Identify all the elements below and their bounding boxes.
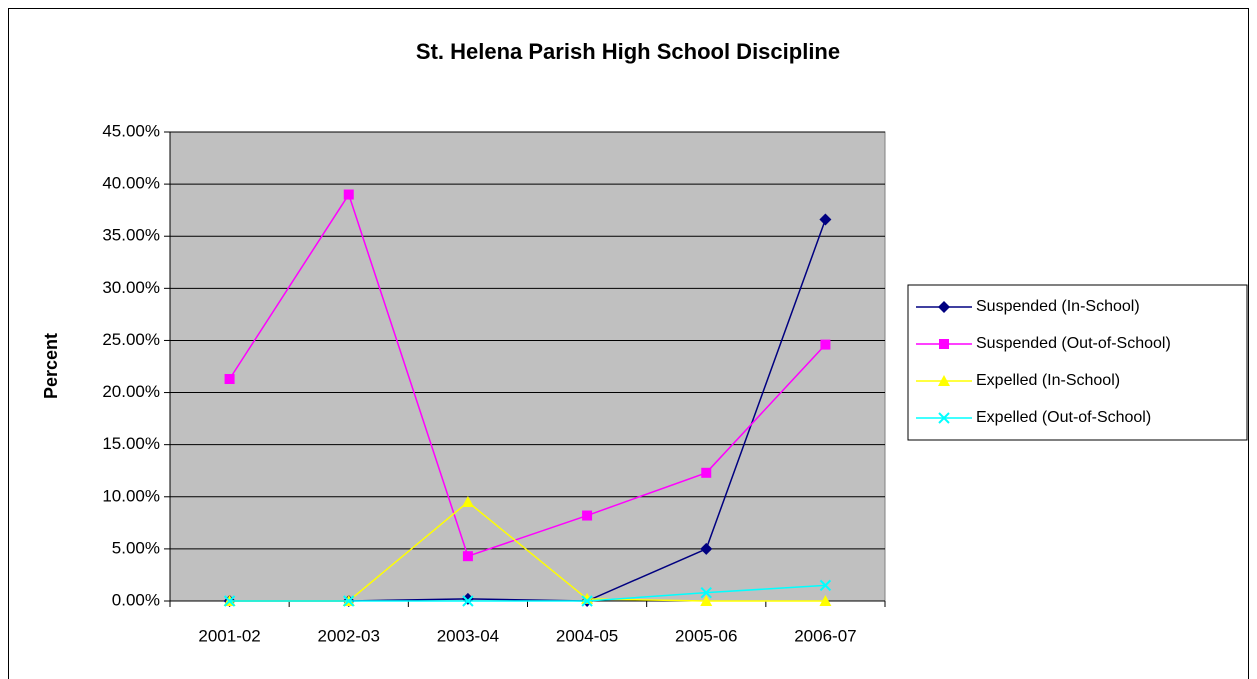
y-tick-label: 0.00%	[112, 590, 160, 609]
chart-title: St. Helena Parish High School Discipline	[416, 39, 840, 64]
x-tick-label: 2004-05	[556, 626, 618, 645]
x-tick-label: 2002-03	[318, 626, 380, 645]
marker	[700, 586, 712, 599]
y-tick-label: 5.00%	[112, 538, 160, 557]
marker	[938, 412, 950, 424]
marker	[343, 595, 355, 607]
marker	[938, 301, 950, 313]
marker	[700, 542, 713, 555]
marker	[701, 467, 712, 478]
marker	[343, 189, 354, 200]
x-tick-label: 2005-06	[675, 626, 737, 645]
series-line	[229, 584, 826, 602]
marker	[819, 595, 832, 606]
marker	[223, 595, 236, 607]
marker	[461, 495, 474, 507]
legend: Suspended (In-School) Suspended (Out-of-S…	[907, 284, 1248, 441]
marker	[938, 375, 950, 386]
series-line	[228, 192, 826, 558]
legend-label: Suspended (Out-of-School)	[976, 335, 1171, 352]
y-tick-label: 15.00%	[102, 434, 160, 453]
legend-box	[907, 284, 1248, 441]
y-tick-label: 45.00%	[102, 121, 160, 140]
marker	[819, 579, 832, 592]
marker	[582, 510, 593, 521]
legend-label: Suspended (In-School)	[976, 298, 1140, 315]
y-tick-label: 35.00%	[102, 226, 160, 245]
marker	[700, 595, 713, 606]
marker	[461, 592, 474, 605]
marker	[939, 339, 949, 349]
y-axis-title: Percent	[41, 333, 61, 399]
marker	[224, 374, 235, 385]
marker	[581, 595, 593, 607]
marker	[819, 213, 832, 226]
plot-area	[169, 131, 886, 602]
legend-label: Expelled (In-School)	[976, 372, 1120, 389]
y-tick-label: 40.00%	[102, 174, 160, 193]
y-tick-label: 10.00%	[102, 486, 160, 505]
x-tick-label: 2001-02	[198, 626, 260, 645]
x-tick-label: 2003-04	[437, 626, 499, 645]
marker	[462, 595, 474, 607]
y-tick-label: 30.00%	[102, 278, 160, 297]
y-tick-label: 25.00%	[102, 330, 160, 349]
y-tick-label: 20.00%	[102, 382, 160, 401]
marker	[820, 339, 831, 350]
x-tick-label: 2006-07	[794, 626, 856, 645]
marker	[462, 551, 473, 562]
legend-label: Expelled (Out-of-School)	[976, 409, 1151, 426]
